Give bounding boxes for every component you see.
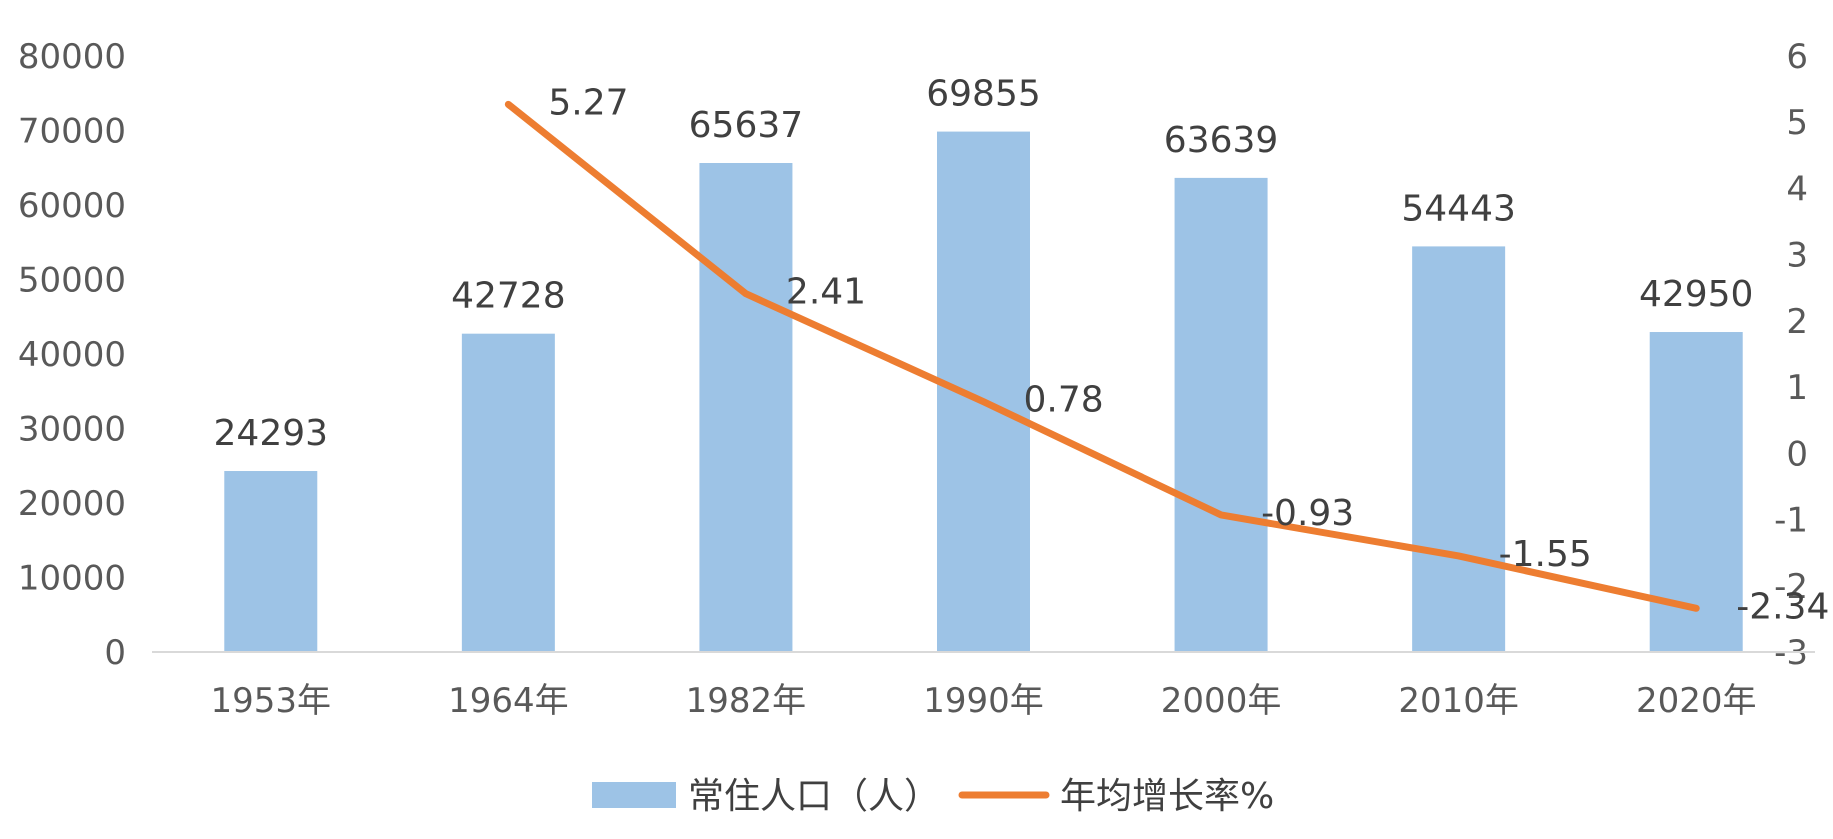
left-tick-label: 10000 bbox=[18, 559, 126, 599]
left-tick-label: 30000 bbox=[18, 410, 126, 450]
population-data-label: 42950 bbox=[1639, 274, 1754, 315]
population-bar bbox=[1174, 177, 1268, 652]
category-label: 1953年 bbox=[211, 681, 332, 721]
population-bar bbox=[1412, 246, 1506, 652]
right-tick-label: -1 bbox=[1774, 501, 1808, 541]
category-label: 1990年 bbox=[923, 681, 1044, 721]
category-label: 2020年 bbox=[1636, 681, 1757, 721]
growth-rate-data-label: 5.27 bbox=[548, 82, 628, 123]
category-label: 1982年 bbox=[686, 681, 807, 721]
legend-bar-label: 常住人口（人） bbox=[688, 776, 940, 817]
legend: 常住人口（人） 年均增长率% bbox=[592, 776, 1274, 817]
growth-rate-line bbox=[504, 100, 1700, 612]
left-tick-label: 40000 bbox=[18, 335, 126, 375]
growth-rate-data-label: -2.34 bbox=[1736, 586, 1829, 627]
left-tick-label: 60000 bbox=[18, 186, 126, 226]
right-tick-label: 0 bbox=[1786, 434, 1808, 474]
population-data-label: 69855 bbox=[926, 74, 1041, 115]
category-label: 1964年 bbox=[448, 681, 569, 721]
population-data-labels: 24293 42728 65637 69855 63639 54443 42950 bbox=[214, 74, 1754, 454]
right-tick-label: -2 bbox=[1774, 567, 1808, 607]
population-data-label: 42728 bbox=[451, 276, 566, 317]
category-label: 2010年 bbox=[1398, 681, 1519, 721]
right-tick-label: 2 bbox=[1786, 302, 1808, 342]
population-bars bbox=[224, 131, 1743, 653]
left-tick-label: 20000 bbox=[18, 484, 126, 524]
growth-rate-data-label: -1.55 bbox=[1499, 534, 1592, 575]
legend-bar-swatch bbox=[592, 782, 676, 808]
growth-rate-data-labels: 5.27 2.41 0.78 -0.93 -1.55 -2.34 bbox=[548, 82, 1829, 627]
population-bar bbox=[224, 471, 318, 652]
growth-rate-data-label: 2.41 bbox=[786, 272, 866, 313]
growth-rate-data-label: 0.78 bbox=[1024, 380, 1104, 421]
population-data-label: 63639 bbox=[1164, 120, 1279, 161]
population-bar bbox=[699, 163, 793, 653]
right-tick-label: 4 bbox=[1786, 169, 1808, 209]
left-axis: 0 10000 20000 30000 40000 50000 60000 70000 8000… bbox=[18, 37, 126, 673]
left-tick-label: 50000 bbox=[18, 261, 126, 301]
population-bar bbox=[937, 131, 1030, 652]
growth-rate-line-group bbox=[504, 100, 1700, 612]
right-tick-label: 6 bbox=[1786, 37, 1808, 77]
right-tick-label: 5 bbox=[1786, 103, 1808, 143]
right-tick-label: 3 bbox=[1786, 236, 1808, 276]
left-tick-label: 0 bbox=[104, 633, 126, 673]
population-data-label: 65637 bbox=[689, 105, 804, 146]
population-data-label: 54443 bbox=[1401, 188, 1516, 229]
population-bar bbox=[461, 333, 555, 652]
x-axis: 1953年 1964年 1982年 1990年 2000年 2010年 2020年 bbox=[211, 681, 1757, 721]
legend-line-label: 年均增长率% bbox=[1060, 776, 1274, 817]
left-tick-label: 80000 bbox=[18, 37, 126, 77]
left-tick-label: 70000 bbox=[18, 112, 126, 152]
population-data-label: 24293 bbox=[214, 413, 329, 454]
category-label: 2000年 bbox=[1161, 681, 1282, 721]
right-tick-label: 1 bbox=[1786, 368, 1808, 408]
growth-rate-data-label: -0.93 bbox=[1261, 493, 1354, 534]
